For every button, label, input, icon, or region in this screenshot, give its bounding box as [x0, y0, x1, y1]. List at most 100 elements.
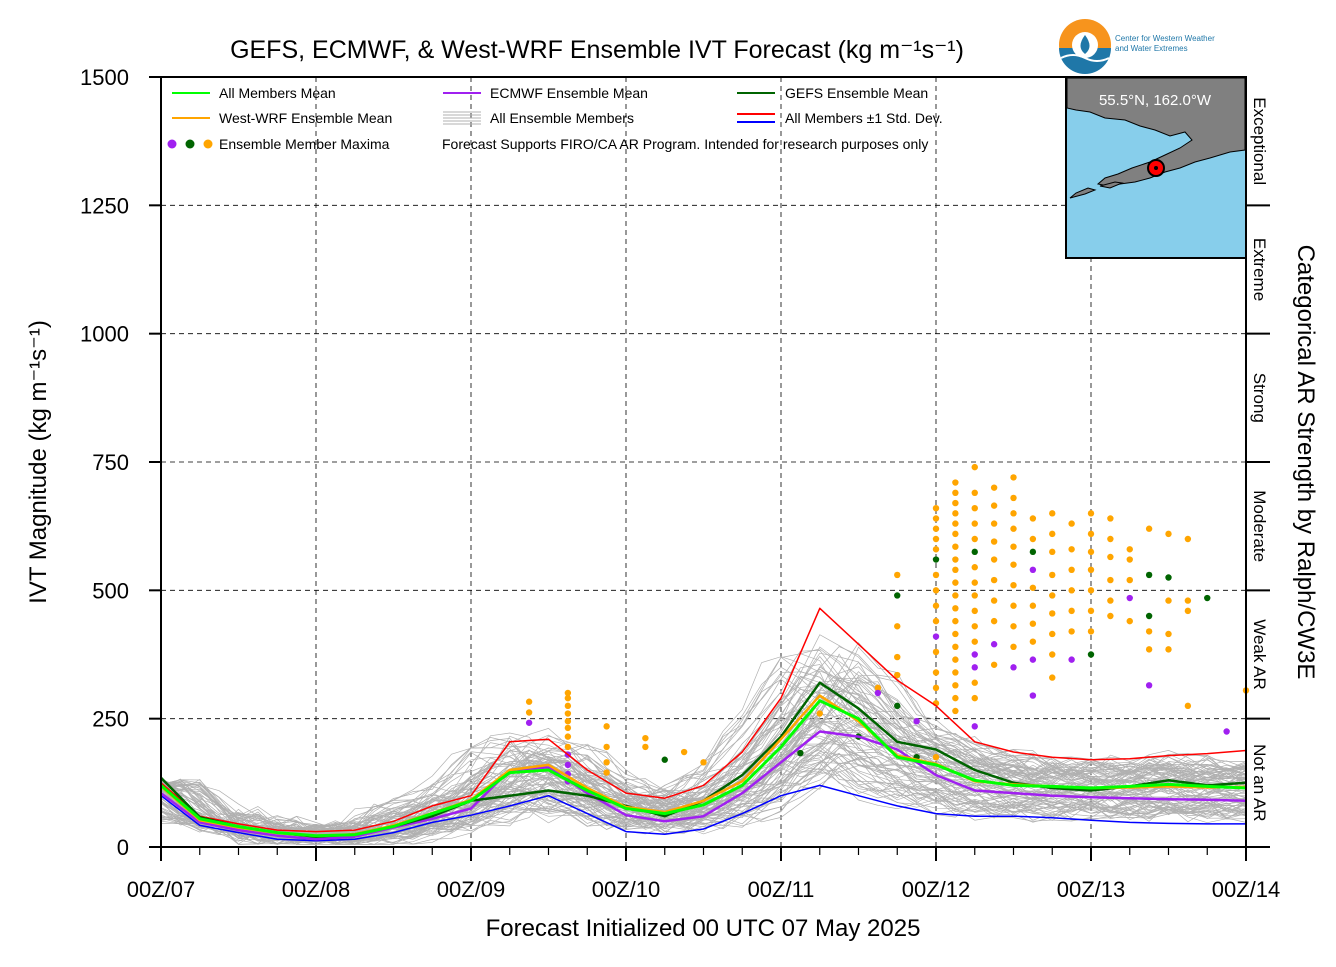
y-tick-label: 1500: [80, 65, 129, 90]
member-maximum-dot: [1126, 556, 1133, 563]
member-maximum-dot: [1010, 494, 1017, 502]
ensemble-member-line: [160, 653, 1247, 837]
series-line-all-members-1-std-dev-: [160, 784, 1246, 842]
member-maximum-dot: [894, 702, 901, 710]
member-maximum-dot: [797, 749, 804, 757]
member-maximum-dot: [971, 638, 978, 645]
member-maximum-dot: [1126, 576, 1133, 584]
member-maximum-dot: [971, 548, 978, 556]
member-maximum-dot: [1165, 530, 1172, 538]
member-maximum-dot: [932, 571, 940, 579]
member-maximum-dot: [1145, 682, 1153, 689]
ensemble-member-line: [160, 634, 1247, 831]
x-tick-label: 00Z/11: [748, 877, 815, 902]
legend-dot-ecmwf: [167, 139, 177, 149]
member-maximum-dot: [1010, 582, 1017, 589]
ensemble-member-line: [160, 678, 1247, 834]
member-maximum-dot: [971, 607, 978, 615]
member-maximum-dot: [932, 753, 940, 761]
y-tick-label: 250: [92, 707, 129, 732]
member-maximum-dot: [952, 510, 959, 517]
member-maximum-dot: [1049, 571, 1056, 579]
member-maximum-dot: [1126, 617, 1133, 625]
legend-label-all-mean: All Members Mean: [219, 85, 336, 101]
member-maximum-dot: [642, 743, 649, 751]
member-maximum-dot: [894, 592, 901, 599]
member-maximum-dot: [564, 724, 572, 732]
member-maximum-dot: [990, 484, 998, 491]
member-maximum-dot: [1087, 651, 1095, 658]
member-maximum-dot: [894, 571, 901, 579]
member-maximum-dot: [952, 643, 959, 650]
member-maximum-dot: [932, 617, 940, 625]
map-location-label: 55.5°N, 162.0°W: [1099, 92, 1212, 109]
member-maximum-dot: [952, 489, 959, 496]
member-maximum-dot: [1029, 638, 1037, 645]
member-maximum-dot: [642, 734, 649, 742]
ar-category-label: Moderate: [1250, 490, 1269, 562]
member-maximum-dot: [564, 689, 572, 697]
member-maximum-dot: [564, 761, 572, 769]
member-maximum-dot: [1107, 612, 1114, 620]
legend-note: Forecast Supports FIRO/CA AR Program. In…: [442, 136, 928, 152]
member-maximum-dot: [1107, 597, 1114, 604]
member-maximum-dot: [990, 597, 998, 604]
member-maximum-dot: [971, 694, 978, 702]
member-maximum-dot: [1068, 546, 1075, 553]
member-maximum-dot: [525, 709, 533, 716]
x-axis: 00Z/07 00Z/08 00Z/09 00Z/10 00Z/11 00Z/12 00Z/…: [127, 847, 1280, 902]
member-maximum-dot: [971, 664, 978, 671]
member-maximum-dot: [1068, 587, 1075, 594]
member-maximum-dot: [952, 694, 959, 702]
member-maximum-dot: [1029, 620, 1037, 627]
logo-drop-icon: [1080, 35, 1090, 54]
member-maximum-dot: [1010, 474, 1017, 481]
member-maximum-dot: [816, 710, 823, 717]
member-maximum-dot: [952, 617, 959, 625]
member-maximum-dot: [971, 535, 978, 543]
member-maximum-dot: [1165, 597, 1172, 604]
member-maximum-dot: [700, 759, 707, 766]
member-maximum-dot: [971, 579, 978, 586]
member-maximum-dot: [990, 520, 998, 527]
ensemble-member-line: [160, 753, 1247, 845]
member-maximum-dot: [1107, 576, 1114, 584]
member-maximum-dot: [1029, 535, 1037, 543]
logo-text-line1: Center for Western Weather: [1115, 34, 1215, 43]
member-maximum-dot: [1010, 643, 1017, 650]
member-maximum-dot: [990, 538, 998, 545]
member-maximum-dot: [1049, 674, 1056, 681]
ensemble-member-line: [160, 666, 1247, 836]
legend-label-maxima: Ensemble Member Maxima: [219, 136, 390, 152]
member-maximum-dot: [913, 718, 920, 725]
member-maximum-dot: [1010, 664, 1017, 671]
member-maximum-dot: [564, 718, 572, 725]
member-maximum-dot: [1145, 628, 1153, 635]
logo-text-line2: and Water Extremes: [1115, 44, 1188, 53]
map-land-aleutians: [1069, 187, 1097, 199]
y-tick-label: 750: [92, 450, 129, 475]
member-maximum-dot: [874, 684, 882, 692]
member-maximum-dot: [1184, 702, 1192, 710]
member-maximum-dot: [1165, 574, 1172, 581]
member-maximum-dot: [1087, 530, 1095, 538]
member-maximum-dot: [971, 463, 978, 471]
member-maximum-dot: [1068, 656, 1075, 663]
map-land-alaska: [1066, 77, 1246, 187]
member-maximum-dot: [1107, 515, 1114, 522]
member-maximum-dot: [1145, 571, 1153, 579]
member-maximum-dot: [894, 671, 901, 679]
legend: All Members Mean West-WRF Ensemble Mean …: [167, 85, 943, 152]
x-tick-label: 00Z/09: [437, 877, 506, 902]
member-maximum-dot: [971, 723, 978, 730]
member-maximum-dot: [971, 651, 978, 658]
member-maximum-dot: [952, 530, 959, 538]
member-maximum-dot: [1087, 548, 1095, 556]
member-maximum-dot: [971, 564, 978, 571]
ensemble-member-line: [160, 691, 1247, 840]
member-maximum-dot: [1010, 561, 1017, 568]
member-maxima: [525, 463, 1250, 785]
member-maximum-dot: [952, 579, 959, 586]
member-maximum-dot: [932, 505, 940, 512]
